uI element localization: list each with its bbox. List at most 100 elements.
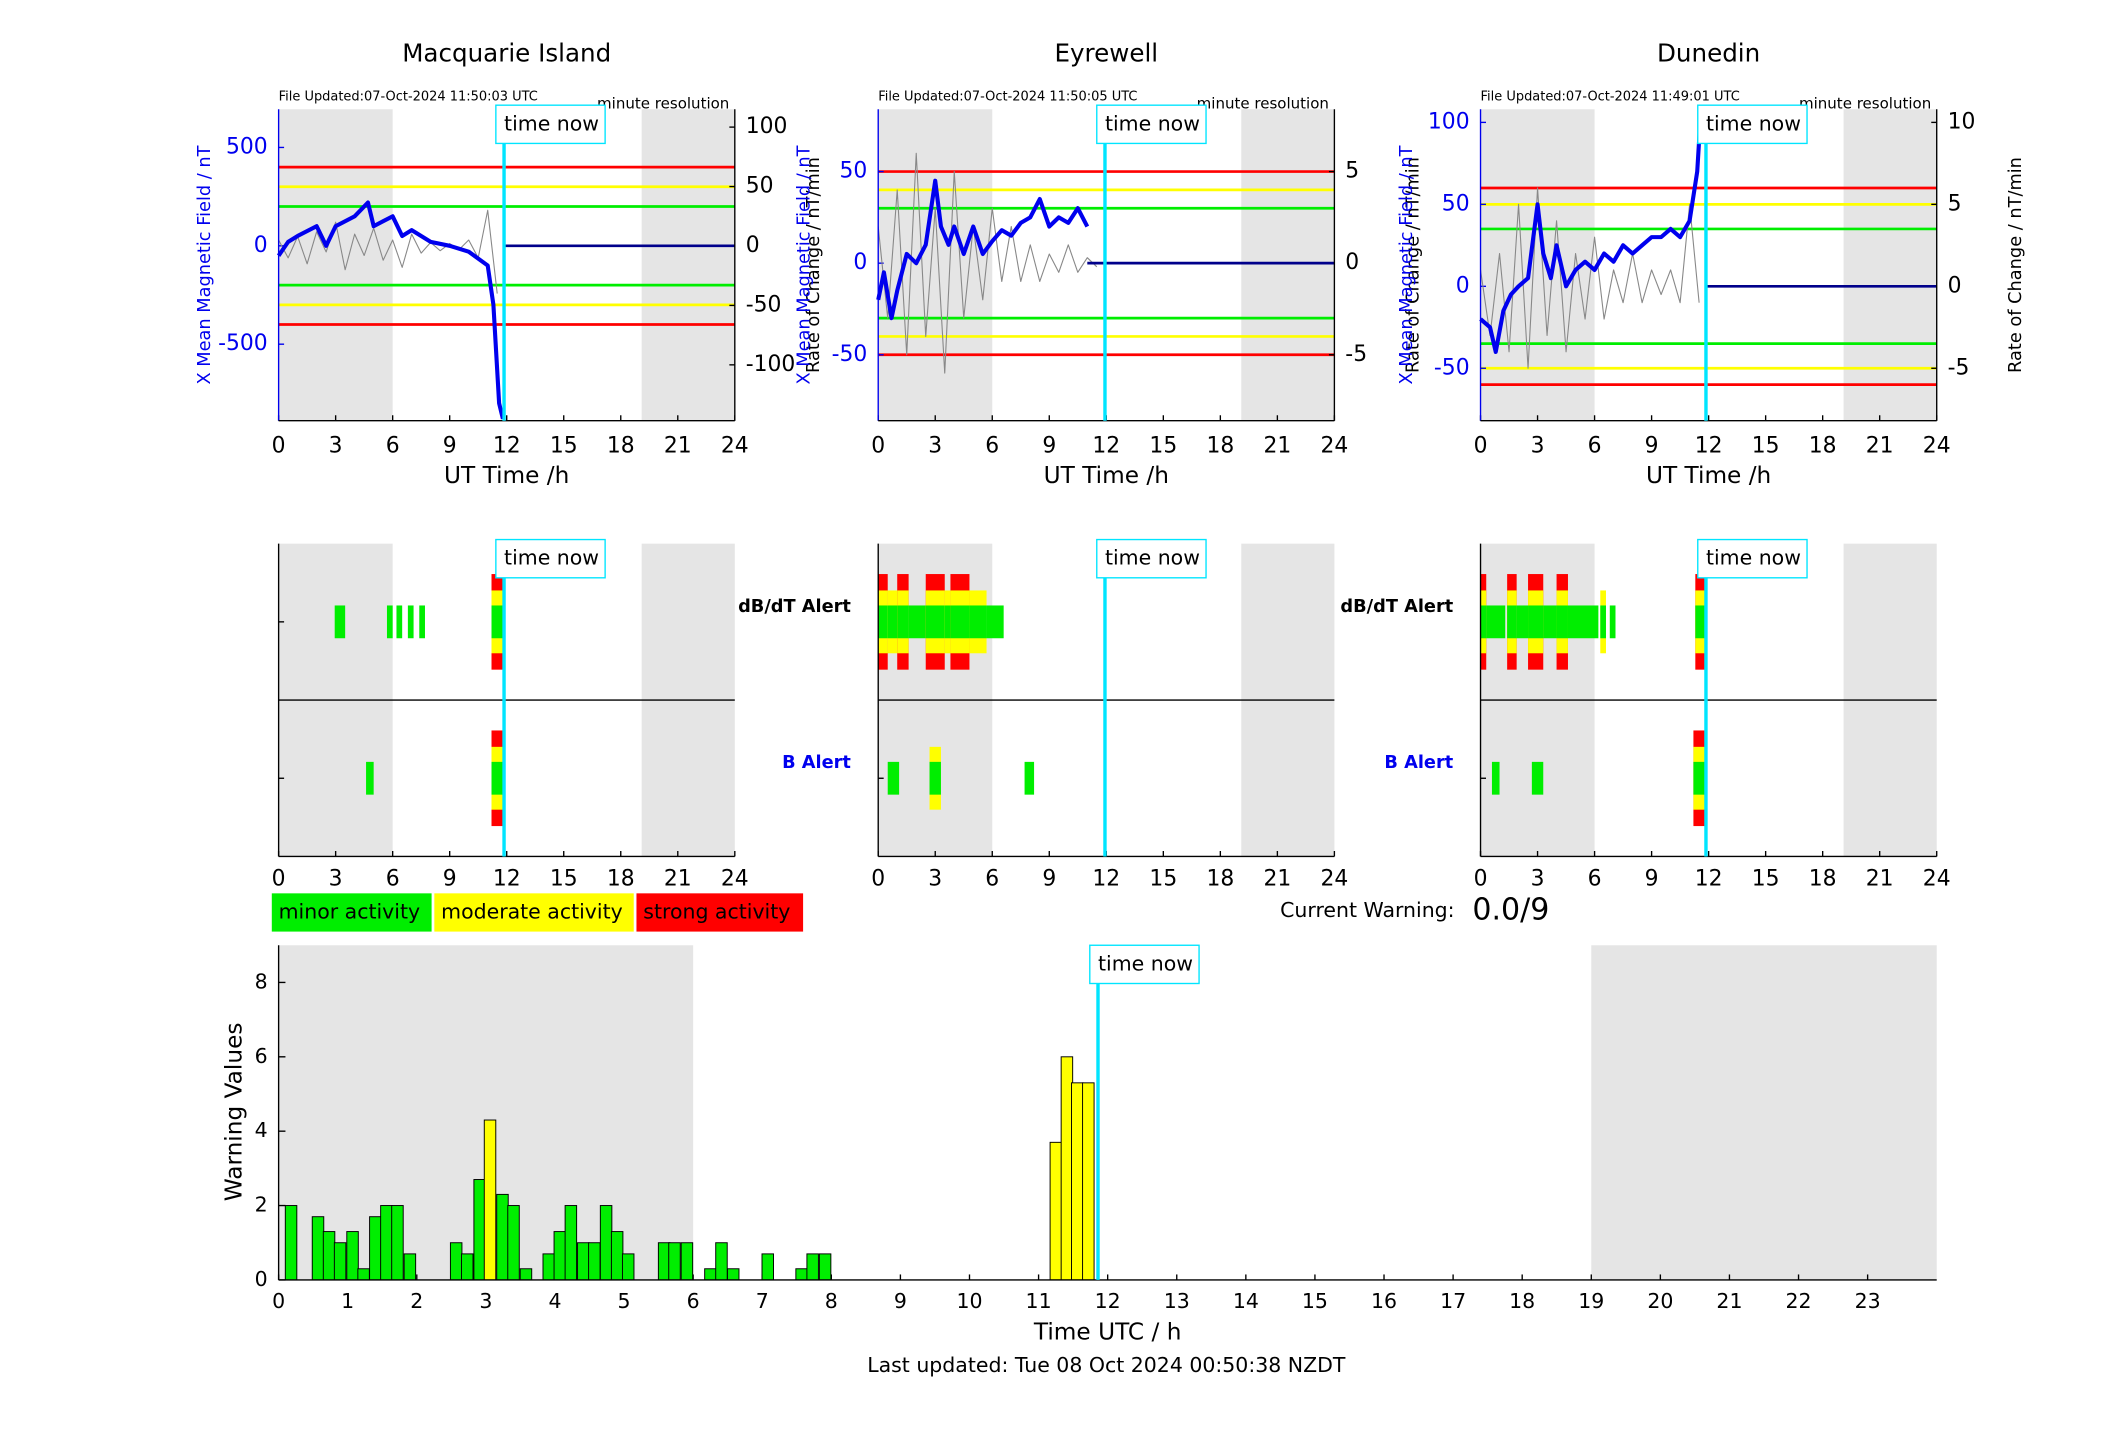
x-tick-label: 9 bbox=[443, 434, 457, 459]
bar bbox=[519, 1268, 533, 1281]
bar bbox=[1060, 1056, 1074, 1281]
x-tick-label: 24 bbox=[1320, 434, 1348, 459]
bar bbox=[553, 1231, 567, 1281]
bar bbox=[369, 1216, 382, 1281]
alert-block bbox=[1491, 761, 1500, 795]
x-tick-label: 9 bbox=[894, 1289, 907, 1313]
y-tick-label: 8 bbox=[255, 969, 268, 993]
bar bbox=[460, 1253, 474, 1281]
x-tick-label: 24 bbox=[721, 867, 749, 892]
x-tick-label: 6 bbox=[985, 867, 999, 892]
night-shade bbox=[1241, 109, 1335, 421]
alert-block bbox=[396, 605, 403, 639]
x-tick-label: 3 bbox=[329, 867, 343, 892]
y2-tick-label: 0 bbox=[1345, 250, 1359, 275]
time-now-label: time now bbox=[1706, 546, 1801, 570]
time-now-box bbox=[495, 538, 606, 579]
y-tick-label: 100 bbox=[1428, 109, 1470, 134]
x-tick-label: 0 bbox=[1474, 867, 1488, 892]
x-tick-label: 19 bbox=[1578, 1289, 1604, 1313]
alert-block bbox=[366, 761, 374, 795]
bar bbox=[333, 1242, 347, 1281]
time-now-box bbox=[1089, 944, 1200, 985]
x-tick-label: 11 bbox=[1026, 1289, 1052, 1313]
alert-block bbox=[1693, 761, 1707, 795]
x-tick-label: 7 bbox=[756, 1289, 769, 1313]
x-tick-label: 14 bbox=[1233, 1289, 1259, 1313]
alert-block bbox=[969, 605, 987, 639]
y-tick-label: -50 bbox=[1434, 355, 1470, 380]
x-tick-label: 18 bbox=[1809, 867, 1837, 892]
alert-block bbox=[491, 761, 505, 795]
y2-tick-label: 10 bbox=[1948, 109, 1976, 134]
x-tick-label: 13 bbox=[1164, 1289, 1190, 1313]
alert-block bbox=[1480, 605, 1487, 639]
bar bbox=[588, 1242, 601, 1281]
current-warning-label: Current Warning: bbox=[1280, 898, 1454, 922]
y2-tick-label: -5 bbox=[1345, 342, 1367, 367]
y-tick-label: -500 bbox=[218, 331, 268, 356]
bar bbox=[795, 1268, 808, 1281]
x-tick-label: 9 bbox=[1645, 434, 1659, 459]
alert-block bbox=[1507, 605, 1517, 639]
alert-block bbox=[1486, 605, 1506, 639]
x-tick-label: 15 bbox=[1752, 867, 1780, 892]
y-tick-label: 0 bbox=[254, 233, 268, 258]
x-axis-label: UT Time /h bbox=[1646, 462, 1771, 489]
alert-block bbox=[1695, 605, 1705, 639]
x-tick-label: 12 bbox=[1092, 434, 1120, 459]
bar bbox=[322, 1231, 336, 1281]
bar bbox=[473, 1179, 486, 1281]
alert-block bbox=[878, 605, 888, 639]
bar bbox=[726, 1268, 740, 1281]
x-tick-label: 24 bbox=[1320, 867, 1348, 892]
x-tick-label: 21 bbox=[664, 434, 692, 459]
x-tick-label: 21 bbox=[1716, 1289, 1742, 1313]
y2-tick-label: 0 bbox=[1948, 273, 1962, 298]
time-now-label: time now bbox=[1105, 546, 1200, 570]
bar bbox=[1049, 1141, 1063, 1281]
time-now-label: time now bbox=[1706, 111, 1801, 135]
x-tick-label: 15 bbox=[550, 867, 578, 892]
x-tick-label: 6 bbox=[1588, 867, 1602, 892]
alert-row-label: B Alert bbox=[782, 753, 851, 773]
x-tick-label: 24 bbox=[1923, 434, 1951, 459]
x-tick-label: 15 bbox=[550, 434, 578, 459]
bar bbox=[610, 1231, 624, 1281]
file-updated: File Updated:07-Oct-2024 11:50:03 UTC bbox=[279, 89, 538, 104]
alert-block bbox=[897, 605, 909, 639]
y-tick-label: 0 bbox=[255, 1267, 268, 1291]
x-tick-label: 9 bbox=[1645, 867, 1659, 892]
alert-block bbox=[1543, 605, 1557, 639]
bar bbox=[507, 1205, 520, 1281]
y-tick-label: 50 bbox=[839, 159, 867, 184]
alert-block bbox=[1567, 605, 1599, 639]
time-now-box bbox=[1697, 104, 1808, 145]
alert-block bbox=[925, 605, 945, 639]
y-tick-label: 2 bbox=[255, 1193, 268, 1217]
file-updated: File Updated:07-Oct-2024 11:49:01 UTC bbox=[1481, 89, 1740, 104]
bar bbox=[621, 1253, 635, 1281]
bar bbox=[704, 1268, 717, 1281]
y2-axis-label: Rate of Change / nT/min bbox=[804, 157, 824, 373]
x-tick-label: 12 bbox=[1092, 867, 1120, 892]
series-line bbox=[877, 152, 1098, 374]
night-shade bbox=[1591, 945, 1937, 1280]
legend-swatch bbox=[434, 893, 634, 932]
alert-row-label: dB/dT Alert bbox=[738, 597, 851, 617]
y-tick-label: 4 bbox=[255, 1118, 268, 1142]
bar bbox=[496, 1193, 509, 1281]
bar bbox=[680, 1242, 694, 1281]
y2-tick-label: 0 bbox=[746, 233, 760, 258]
alert-block bbox=[1556, 605, 1568, 639]
bar bbox=[806, 1253, 819, 1281]
y-tick-label: -50 bbox=[832, 342, 868, 367]
night-shade bbox=[878, 109, 993, 421]
x-tick-label: 6 bbox=[687, 1289, 700, 1313]
bar bbox=[391, 1205, 404, 1281]
time-now-box bbox=[1697, 538, 1808, 579]
time-now-label: time now bbox=[1098, 951, 1193, 975]
panel-title: Dunedin bbox=[1657, 39, 1760, 68]
alert-row-label: B Alert bbox=[1384, 753, 1453, 773]
